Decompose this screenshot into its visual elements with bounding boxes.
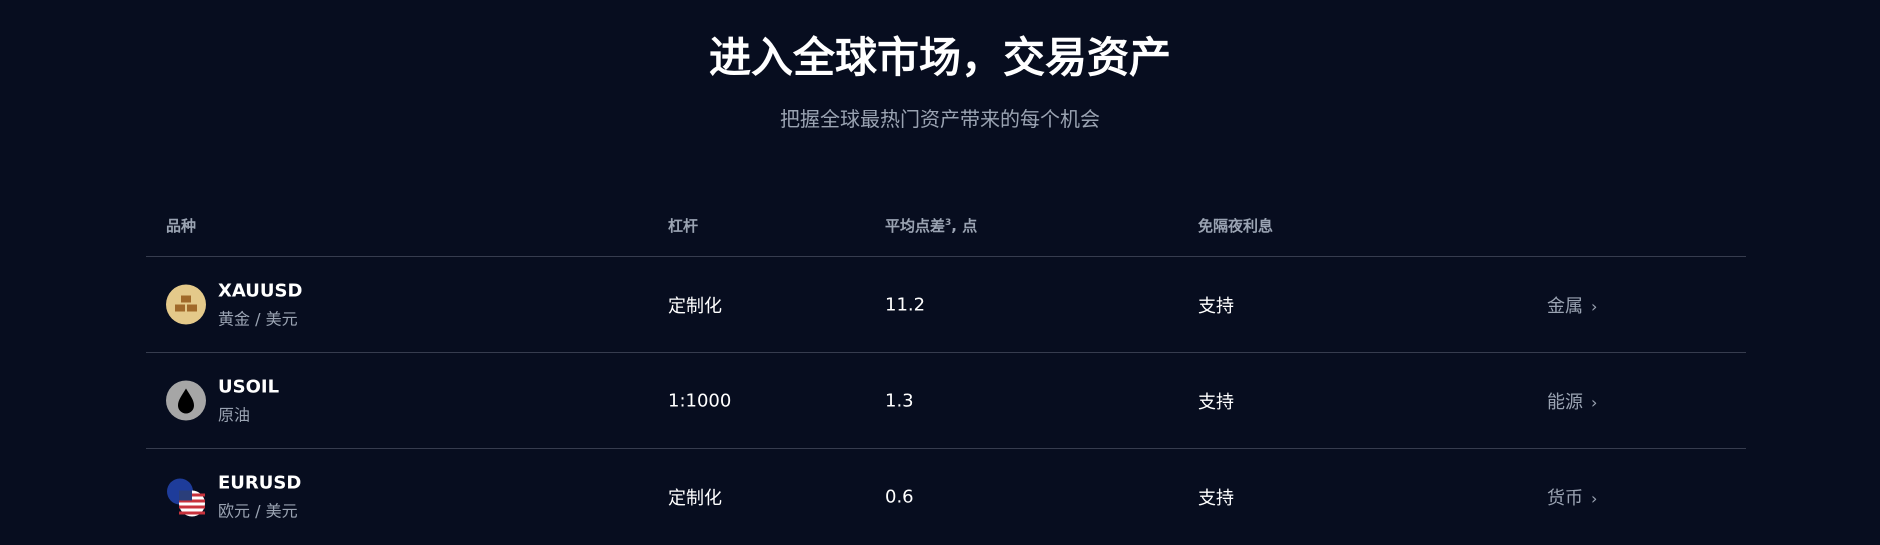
category-link[interactable]: 金属 › <box>1547 292 1597 318</box>
category-label: 货币 <box>1547 488 1583 509</box>
col-instrument: 品种 <box>166 217 197 235</box>
table-row[interactable]: EURUSD 欧元 / 美元 定制化 0.6 支持 货币 › <box>146 449 1746 545</box>
instrument-symbol: EURUSD <box>218 472 302 494</box>
category-label: 能源 <box>1547 391 1583 413</box>
col-swap-free: 免隔夜利息 <box>1198 217 1274 235</box>
leverage-value: 1:1000 <box>668 390 732 411</box>
table-header: 品种 杠杆 平均点差3, 点 免隔夜利息 <box>146 205 1746 257</box>
oil-drop-icon <box>166 380 206 421</box>
instrument-name: 原油 <box>218 405 251 424</box>
instrument-cell: USOIL 原油 <box>166 376 279 425</box>
instrument-name: 黄金 / 美元 <box>218 309 298 328</box>
page-subtitle: 把握全球最热门资产带来的每个机会 <box>780 107 1100 131</box>
category-link[interactable]: 能源 › <box>1547 388 1597 414</box>
gold-bars-icon <box>166 284 206 325</box>
chevron-right-icon: › <box>1591 489 1598 508</box>
instrument-symbol: XAUUSD <box>218 280 303 301</box>
table-row[interactable]: XAUUSD 黄金 / 美元 定制化 11.2 支持 金属 › <box>146 257 1746 353</box>
chevron-right-icon: › <box>1591 392 1598 412</box>
swap-free-value: 支持 <box>1198 488 1234 509</box>
category-label: 金属 <box>1547 295 1583 317</box>
col-spread: 平均点差3, 点 <box>885 217 978 235</box>
instrument-cell: EURUSD 欧元 / 美元 <box>166 473 301 522</box>
eu-us-flags-icon <box>166 477 206 517</box>
instrument-symbol: USOIL <box>218 376 280 397</box>
swap-free-value: 支持 <box>1198 295 1234 317</box>
col-leverage: 杠杆 <box>668 217 699 235</box>
spread-value: 0.6 <box>885 486 914 508</box>
instruments-table: 品种 杠杆 平均点差3, 点 免隔夜利息 XAUUSD 黄金 / 美元 定制化 1… <box>146 205 1746 545</box>
spread-value: 1.3 <box>885 390 914 411</box>
chevron-right-icon: › <box>1591 296 1598 316</box>
swap-free-value: 支持 <box>1198 391 1234 413</box>
page-title: 进入全球市场，交易资产 <box>708 33 1171 82</box>
instrument-name: 欧元 / 美元 <box>218 501 298 521</box>
leverage-value: 定制化 <box>668 488 722 509</box>
table-row[interactable]: USOIL 原油 1:1000 1.3 支持 能源 › <box>146 353 1746 449</box>
category-link[interactable]: 货币 › <box>1547 484 1597 510</box>
spread-value: 11.2 <box>885 294 926 315</box>
leverage-value: 定制化 <box>668 295 722 317</box>
instrument-cell: XAUUSD 黄金 / 美元 <box>166 280 302 329</box>
